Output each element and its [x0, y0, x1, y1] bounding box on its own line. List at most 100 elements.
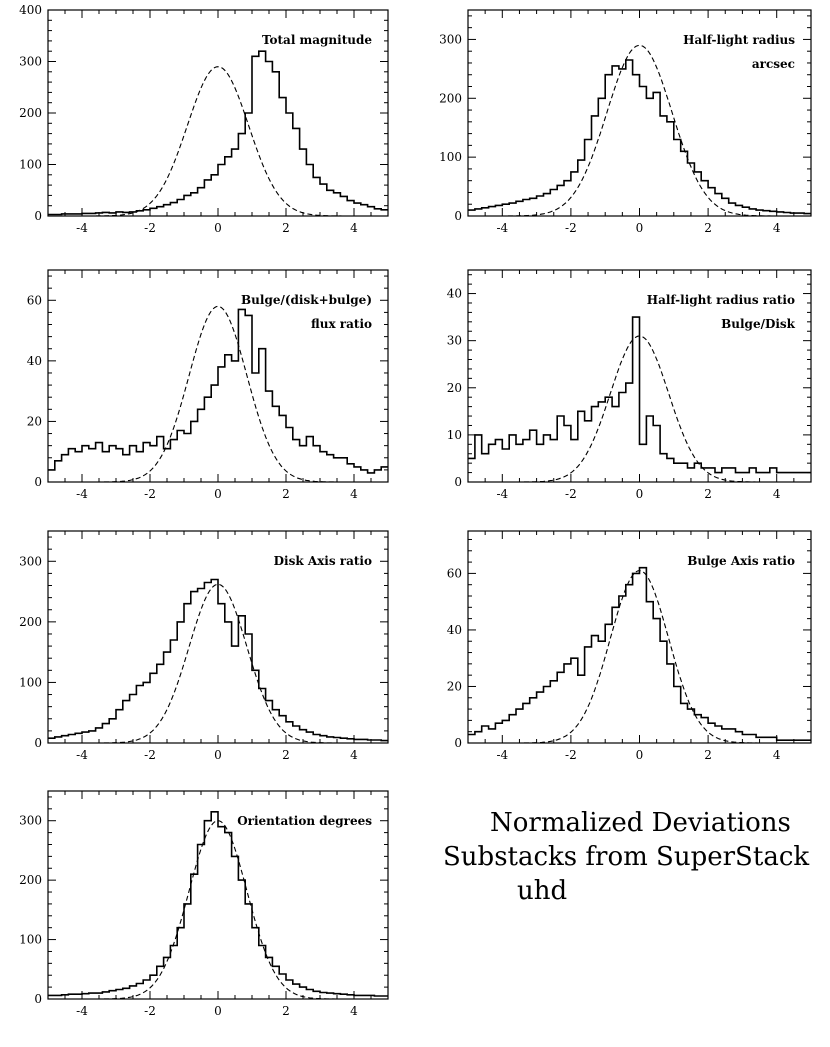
x-tick-label: -4 [496, 748, 508, 762]
x-tick-label: 0 [214, 748, 222, 762]
x-tick-label: -2 [144, 1004, 156, 1018]
x-tick-label: 2 [282, 1004, 290, 1018]
gaussian-curve [468, 44, 811, 217]
gaussian-curve [48, 66, 388, 217]
x-tick-label: -2 [565, 487, 577, 501]
panel-title: Bulge Axis ratio [687, 554, 795, 568]
x-tick-label: 4 [773, 487, 781, 501]
y-tick-label: 100 [19, 933, 42, 947]
gaussian-curve [48, 583, 388, 744]
panel-title: Bulge/Disk [721, 317, 796, 331]
gaussian-curve [48, 305, 388, 483]
y-tick-label: 40 [447, 623, 462, 637]
gaussian-curve [48, 820, 388, 1000]
x-tick-label: 2 [704, 221, 712, 235]
x-tick-label: 2 [282, 748, 290, 762]
x-tick-label: 2 [282, 221, 290, 235]
x-tick-label: -2 [565, 748, 577, 762]
x-tick-label: -2 [144, 748, 156, 762]
x-tick-label: 0 [636, 487, 644, 501]
panel-title: Half-light radius [683, 33, 795, 47]
y-tick-label: 0 [34, 736, 42, 750]
x-tick-label: 4 [350, 221, 358, 235]
y-tick-label: 20 [447, 381, 462, 395]
y-tick-label: 60 [27, 293, 42, 307]
x-tick-label: -2 [144, 487, 156, 501]
panel-p5: -4 -2 0 2 4 0 100 200 300 Disk Axis ratio [19, 530, 389, 762]
x-tick-label: 4 [350, 748, 358, 762]
x-tick-label: -4 [76, 1004, 88, 1018]
panel-title: Total magnitude [262, 33, 372, 47]
y-tick-label: 40 [447, 287, 462, 301]
y-tick-label: 100 [19, 675, 42, 689]
x-tick-label: -4 [76, 221, 88, 235]
histogram-series [468, 566, 811, 741]
y-tick-label: 20 [27, 414, 42, 428]
panel-p7: -4 -2 0 2 4 0 100 200 300 Orientation degrees [19, 790, 389, 1018]
x-tick-label: -4 [76, 748, 88, 762]
x-tick-label: 0 [214, 1004, 222, 1018]
y-tick-label: 200 [19, 615, 42, 629]
panel-title: arcsec [752, 57, 795, 71]
y-tick-label: 20 [447, 679, 462, 693]
x-tick-label: 4 [773, 221, 781, 235]
y-tick-label: 10 [447, 428, 462, 442]
x-tick-label: -2 [565, 221, 577, 235]
panel-title: Bulge/(disk+bulge) [241, 293, 372, 307]
gaussian-curve [468, 335, 811, 483]
x-tick-label: 0 [214, 221, 222, 235]
x-tick-label: -4 [496, 221, 508, 235]
y-tick-label: 100 [19, 158, 42, 172]
y-tick-label: 200 [439, 91, 462, 105]
x-tick-label: 4 [350, 487, 358, 501]
y-tick-label: 0 [34, 209, 42, 223]
x-tick-label: -4 [76, 487, 88, 501]
panel-p2: -4 -2 0 2 4 0 100 200 300 Half-light radius arcsec [439, 9, 812, 235]
caption-line-3: uhd [517, 876, 568, 906]
x-tick-label: 2 [704, 487, 712, 501]
x-tick-label: 4 [773, 748, 781, 762]
histogram-series [48, 50, 388, 216]
y-tick-label: 0 [454, 475, 462, 489]
histogram-series [48, 811, 388, 997]
y-tick-label: 0 [34, 475, 42, 489]
panel-title: Disk Axis ratio [274, 554, 372, 568]
y-tick-label: 40 [27, 354, 42, 368]
y-tick-label: 0 [34, 992, 42, 1006]
y-tick-label: 400 [19, 3, 42, 17]
x-tick-label: 0 [214, 487, 222, 501]
x-tick-label: 0 [636, 221, 644, 235]
panel-title: flux ratio [311, 317, 372, 331]
gaussian-curve [468, 570, 811, 744]
y-tick-label: 100 [439, 150, 462, 164]
y-tick-label: 300 [19, 55, 42, 69]
y-tick-label: 300 [19, 814, 42, 828]
y-tick-label: 300 [19, 554, 42, 568]
panel-title: Half-light radius ratio [647, 293, 795, 307]
y-tick-label: 60 [447, 566, 462, 580]
panel-title: Orientation degrees [237, 814, 372, 828]
caption-line-2: Substacks from SuperStack [443, 842, 810, 872]
panel-p1: -4 -2 0 2 4 0 100 200 300 400 Total magnitude [19, 3, 389, 235]
y-tick-label: 300 [439, 32, 462, 46]
x-tick-label: 4 [350, 1004, 358, 1018]
y-tick-label: 200 [19, 873, 42, 887]
x-tick-label: 0 [636, 748, 644, 762]
histogram-series [468, 316, 811, 474]
caption-line-1: Normalized Deviations [490, 808, 791, 838]
x-tick-label: 2 [704, 748, 712, 762]
y-tick-label: 30 [447, 334, 462, 348]
x-tick-label: -2 [144, 221, 156, 235]
histogram-series [468, 59, 811, 215]
histogram-series [48, 578, 388, 742]
y-tick-label: 0 [454, 209, 462, 223]
x-tick-label: 2 [282, 487, 290, 501]
x-tick-label: -4 [496, 487, 508, 501]
histogram-series [48, 308, 388, 474]
y-tick-label: 200 [19, 106, 42, 120]
y-tick-label: 0 [454, 736, 462, 750]
